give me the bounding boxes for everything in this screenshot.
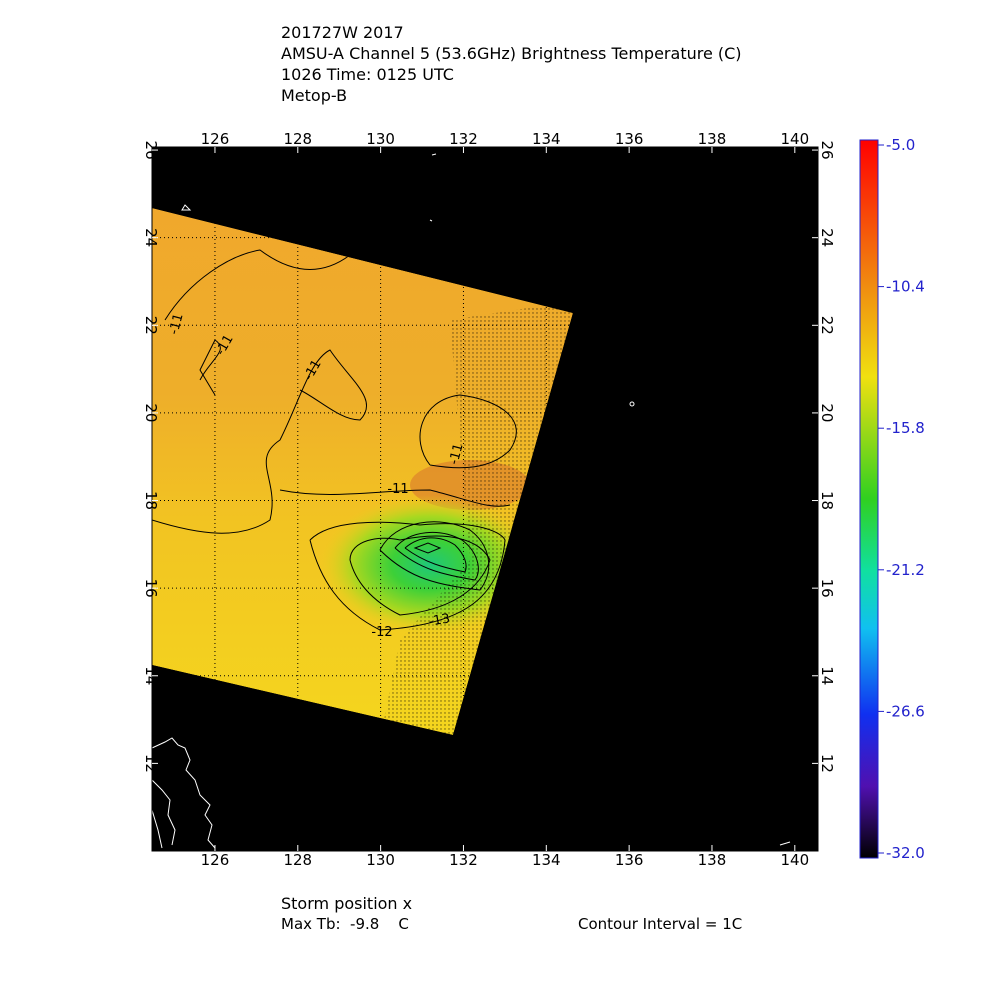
y-tick-label: 16 bbox=[142, 579, 160, 598]
contour-interval: Contour Interval = 1C bbox=[578, 915, 742, 933]
title-line: 201727W 2017 bbox=[281, 23, 404, 42]
x-tick-label: 132 bbox=[449, 851, 478, 869]
y-tick-label: 26 bbox=[142, 141, 160, 160]
map-frame bbox=[151, 146, 819, 852]
colorbar-label: -10.4 bbox=[886, 278, 925, 296]
x-tick-label: 140 bbox=[780, 130, 809, 148]
title-line: AMSU-A Channel 5 (53.6GHz) Brightness Te… bbox=[281, 44, 742, 63]
colorbar-label: -21.2 bbox=[886, 561, 925, 579]
y-tick-label: 14 bbox=[818, 666, 836, 685]
colorbar-label: -26.6 bbox=[886, 702, 925, 720]
y-tick-label: 18 bbox=[142, 491, 160, 510]
y-tick-label: 12 bbox=[818, 754, 836, 773]
x-tick-label: 130 bbox=[366, 130, 395, 148]
x-tick-label: 134 bbox=[532, 851, 561, 869]
swath bbox=[152, 208, 573, 735]
max-tb: Max Tb: -9.8 C bbox=[281, 915, 409, 933]
x-tick-label: 130 bbox=[366, 851, 395, 869]
x-tick-label: 140 bbox=[780, 851, 809, 869]
grid bbox=[152, 147, 818, 851]
x-tick-label: 132 bbox=[449, 130, 478, 148]
y-tick-label: 12 bbox=[142, 754, 160, 773]
title-block: 201727W 2017 AMSU-A Channel 5 (53.6GHz) B… bbox=[281, 23, 742, 105]
title-line: 1026 Time: 0125 UTC bbox=[281, 65, 454, 84]
colorbar bbox=[859, 139, 879, 859]
y-tick-label: 24 bbox=[818, 228, 836, 247]
colorbar-label: -32.0 bbox=[886, 844, 925, 862]
y-tick-label: 22 bbox=[818, 316, 836, 335]
colorbar-label: -15.8 bbox=[886, 419, 925, 437]
storm-position: Storm position x bbox=[281, 894, 412, 913]
x-tick-label: 136 bbox=[615, 851, 644, 869]
contour-label: -13 bbox=[428, 611, 452, 629]
y-tick-label: 24 bbox=[142, 228, 160, 247]
y-tick-label: 20 bbox=[142, 403, 160, 422]
stipple bbox=[380, 300, 573, 735]
coastline bbox=[151, 153, 791, 849]
x-tick-label: 136 bbox=[615, 130, 644, 148]
x-tick-label: 138 bbox=[698, 130, 727, 148]
y-tick-label: 18 bbox=[818, 491, 836, 510]
y-tick-label: 22 bbox=[142, 316, 160, 335]
colorbar-label: -5.0 bbox=[886, 136, 915, 154]
contours bbox=[152, 249, 517, 631]
y-tick-label: 16 bbox=[818, 579, 836, 598]
y-tick-label: 14 bbox=[142, 666, 160, 685]
contour-label: -11 bbox=[387, 482, 408, 497]
x-tick-label: 126 bbox=[201, 851, 230, 869]
colorbar-ticks: -5.0 -10.4 -15.8 -21.2 -26.6 -32.0 bbox=[878, 136, 925, 862]
x-tick-label: 134 bbox=[532, 130, 561, 148]
contour-label: -11 bbox=[167, 312, 187, 336]
x-tick-label: 138 bbox=[698, 851, 727, 869]
x-tick-label: 128 bbox=[283, 851, 312, 869]
y-tick-label: 26 bbox=[818, 141, 836, 160]
contour-label: -11 bbox=[447, 442, 467, 466]
contour-label: -12 bbox=[371, 625, 392, 640]
y-tick-label: 20 bbox=[818, 403, 836, 422]
map-ticks: 126 126 128 128 130 130 132 132 134 134 136 136 138 1… bbox=[142, 130, 836, 869]
x-tick-label: 126 bbox=[201, 130, 230, 148]
title-line: Metop-B bbox=[281, 86, 347, 105]
x-tick-label: 128 bbox=[283, 130, 312, 148]
